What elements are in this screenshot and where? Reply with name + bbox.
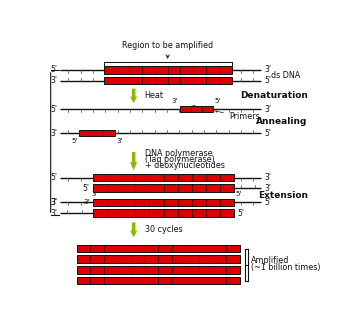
Text: 3': 3' <box>50 198 57 207</box>
Text: Amplified: Amplified <box>251 256 289 265</box>
Bar <box>93 198 234 206</box>
Text: Primers: Primers <box>192 105 260 122</box>
Text: 5': 5' <box>265 129 272 138</box>
Text: 3': 3' <box>265 173 272 182</box>
Text: Extension: Extension <box>258 191 308 200</box>
Text: 5': 5' <box>265 76 272 85</box>
Text: Region to be amplified: Region to be amplified <box>122 41 213 58</box>
Text: 5': 5' <box>50 173 57 182</box>
Bar <box>79 130 115 136</box>
Bar <box>93 174 234 181</box>
FancyArrow shape <box>130 89 137 103</box>
Text: 5': 5' <box>50 65 57 74</box>
Bar <box>77 255 240 263</box>
Text: + deoxynucleotides: + deoxynucleotides <box>145 161 224 170</box>
Text: 3': 3' <box>116 138 122 144</box>
Text: 5': 5' <box>214 98 220 104</box>
Bar <box>180 106 213 113</box>
Text: 3': 3' <box>50 208 57 217</box>
Text: 3': 3' <box>171 98 178 104</box>
Bar <box>93 209 234 217</box>
Text: 3': 3' <box>83 199 90 205</box>
Text: 3': 3' <box>265 65 272 74</box>
Text: 5': 5' <box>265 198 272 207</box>
Text: Annealing: Annealing <box>256 117 308 126</box>
Bar <box>104 77 232 84</box>
Text: 30 cycles: 30 cycles <box>145 225 182 234</box>
Text: 3': 3' <box>50 198 57 207</box>
Text: 5': 5' <box>238 208 245 217</box>
Text: Heat: Heat <box>145 92 164 101</box>
Bar <box>77 245 240 252</box>
Text: 3': 3' <box>265 184 272 193</box>
Text: 3': 3' <box>50 76 57 85</box>
Text: (Taq polymerase): (Taq polymerase) <box>145 155 214 164</box>
Bar <box>93 184 234 192</box>
Text: 5': 5' <box>236 191 241 197</box>
Text: 3': 3' <box>91 191 98 197</box>
Text: 5': 5' <box>50 105 57 114</box>
Text: 5': 5' <box>71 138 78 144</box>
Text: Denaturation: Denaturation <box>240 92 308 101</box>
Bar <box>77 266 240 274</box>
Text: 3': 3' <box>50 129 57 138</box>
Bar <box>77 277 240 284</box>
Text: (~1 billion times): (~1 billion times) <box>251 263 320 272</box>
Text: ds DNA: ds DNA <box>271 71 300 80</box>
FancyArrow shape <box>130 152 137 170</box>
Text: 5': 5' <box>82 184 90 193</box>
Text: DNA polymerase: DNA polymerase <box>145 149 212 158</box>
Bar <box>104 66 232 74</box>
FancyArrow shape <box>130 222 137 237</box>
Text: 3': 3' <box>265 105 272 114</box>
